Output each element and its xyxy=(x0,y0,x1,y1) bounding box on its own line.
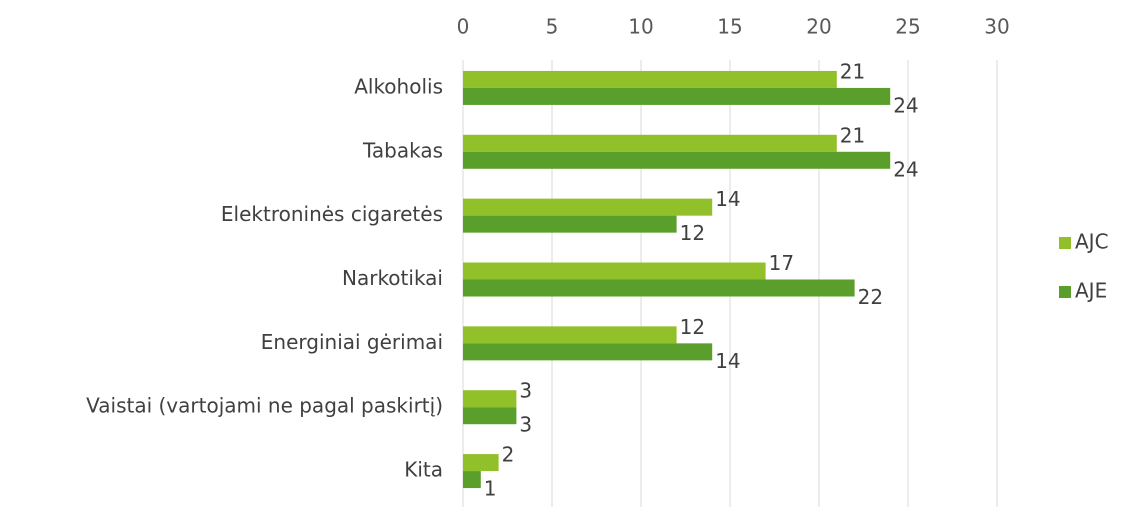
bar xyxy=(463,262,766,280)
bar xyxy=(463,454,499,472)
x-tick-label: 0 xyxy=(457,15,470,39)
bar xyxy=(463,87,891,105)
x-tick-label: 25 xyxy=(895,15,920,39)
legend-label: AJE xyxy=(1075,279,1107,303)
bar xyxy=(463,343,713,361)
data-label: 1 xyxy=(484,477,497,501)
data-label: 21 xyxy=(840,123,865,147)
x-tick-label: 20 xyxy=(806,15,831,39)
bar xyxy=(463,407,517,425)
data-label: 24 xyxy=(893,157,918,181)
data-label: 14 xyxy=(715,187,740,211)
bar xyxy=(463,151,891,169)
bar xyxy=(463,198,713,216)
x-tick-label: 15 xyxy=(717,15,742,39)
y-tick-label: Tabakas xyxy=(362,138,443,162)
data-label: 21 xyxy=(840,59,865,83)
x-tick-label: 30 xyxy=(984,15,1009,39)
bar xyxy=(463,390,517,408)
data-label: 17 xyxy=(769,251,794,275)
y-tick-label: Energiniai gėrimai xyxy=(261,330,443,354)
x-tick-label: 5 xyxy=(546,15,559,39)
y-tick-label: Kita xyxy=(404,458,443,482)
legend-label: AJC xyxy=(1075,230,1109,254)
data-label: 3 xyxy=(519,379,532,403)
data-label: 3 xyxy=(519,413,532,437)
x-tick-label: 10 xyxy=(628,15,653,39)
bar xyxy=(463,471,481,489)
legend-swatch xyxy=(1059,286,1071,298)
data-label: 12 xyxy=(680,315,705,339)
data-label: 22 xyxy=(858,285,883,309)
y-tick-label: Alkoholis xyxy=(354,74,443,98)
y-tick-label: Narkotikai xyxy=(342,266,443,290)
bar xyxy=(463,70,837,88)
bar xyxy=(463,215,677,233)
y-tick-label: Elektroninės cigaretės xyxy=(221,202,443,226)
data-label: 24 xyxy=(893,93,918,117)
y-tick-label: Vaistai (vartojami ne pagal paskirtį) xyxy=(86,394,443,418)
data-label: 2 xyxy=(502,443,515,467)
bar xyxy=(463,326,677,344)
bar xyxy=(463,134,837,152)
data-label: 14 xyxy=(715,349,740,373)
legend-swatch xyxy=(1059,237,1071,249)
data-label: 12 xyxy=(680,221,705,245)
bar xyxy=(463,279,855,297)
